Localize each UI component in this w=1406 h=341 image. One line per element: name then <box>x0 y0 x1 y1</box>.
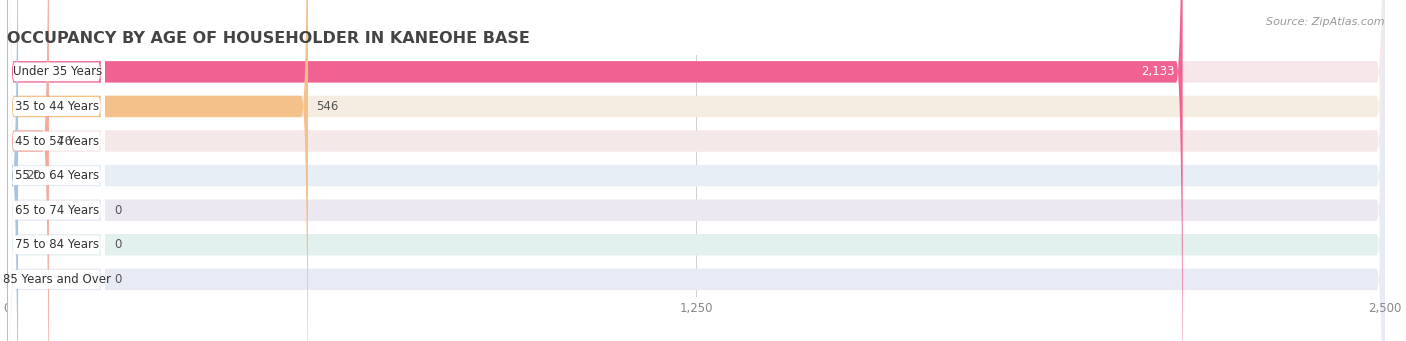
Text: 75 to 84 Years: 75 to 84 Years <box>15 238 100 251</box>
Text: 85 Years and Over: 85 Years and Over <box>3 273 111 286</box>
Text: 45 to 54 Years: 45 to 54 Years <box>15 135 100 148</box>
Text: 0: 0 <box>114 204 122 217</box>
Text: 65 to 74 Years: 65 to 74 Years <box>15 204 100 217</box>
FancyBboxPatch shape <box>7 0 1385 341</box>
FancyBboxPatch shape <box>8 0 104 341</box>
Text: 20: 20 <box>27 169 41 182</box>
FancyBboxPatch shape <box>8 0 104 341</box>
Text: 0: 0 <box>114 238 122 251</box>
FancyBboxPatch shape <box>8 0 104 341</box>
FancyBboxPatch shape <box>7 0 308 341</box>
Text: 55 to 64 Years: 55 to 64 Years <box>15 169 100 182</box>
Text: 76: 76 <box>58 135 72 148</box>
Text: 2,133: 2,133 <box>1140 65 1174 78</box>
FancyBboxPatch shape <box>8 0 104 341</box>
Text: 35 to 44 Years: 35 to 44 Years <box>15 100 100 113</box>
FancyBboxPatch shape <box>7 0 1385 341</box>
Text: Under 35 Years: Under 35 Years <box>13 65 101 78</box>
FancyBboxPatch shape <box>7 0 1385 341</box>
FancyBboxPatch shape <box>7 0 1385 341</box>
FancyBboxPatch shape <box>7 0 18 341</box>
FancyBboxPatch shape <box>8 0 104 341</box>
Text: 546: 546 <box>316 100 339 113</box>
FancyBboxPatch shape <box>7 0 1385 341</box>
FancyBboxPatch shape <box>7 0 1385 341</box>
FancyBboxPatch shape <box>7 0 1385 341</box>
FancyBboxPatch shape <box>8 0 104 341</box>
FancyBboxPatch shape <box>7 0 49 341</box>
FancyBboxPatch shape <box>7 0 1182 341</box>
FancyBboxPatch shape <box>8 0 104 341</box>
Text: OCCUPANCY BY AGE OF HOUSEHOLDER IN KANEOHE BASE: OCCUPANCY BY AGE OF HOUSEHOLDER IN KANEO… <box>7 31 530 46</box>
Text: 0: 0 <box>114 273 122 286</box>
Text: Source: ZipAtlas.com: Source: ZipAtlas.com <box>1267 17 1385 27</box>
